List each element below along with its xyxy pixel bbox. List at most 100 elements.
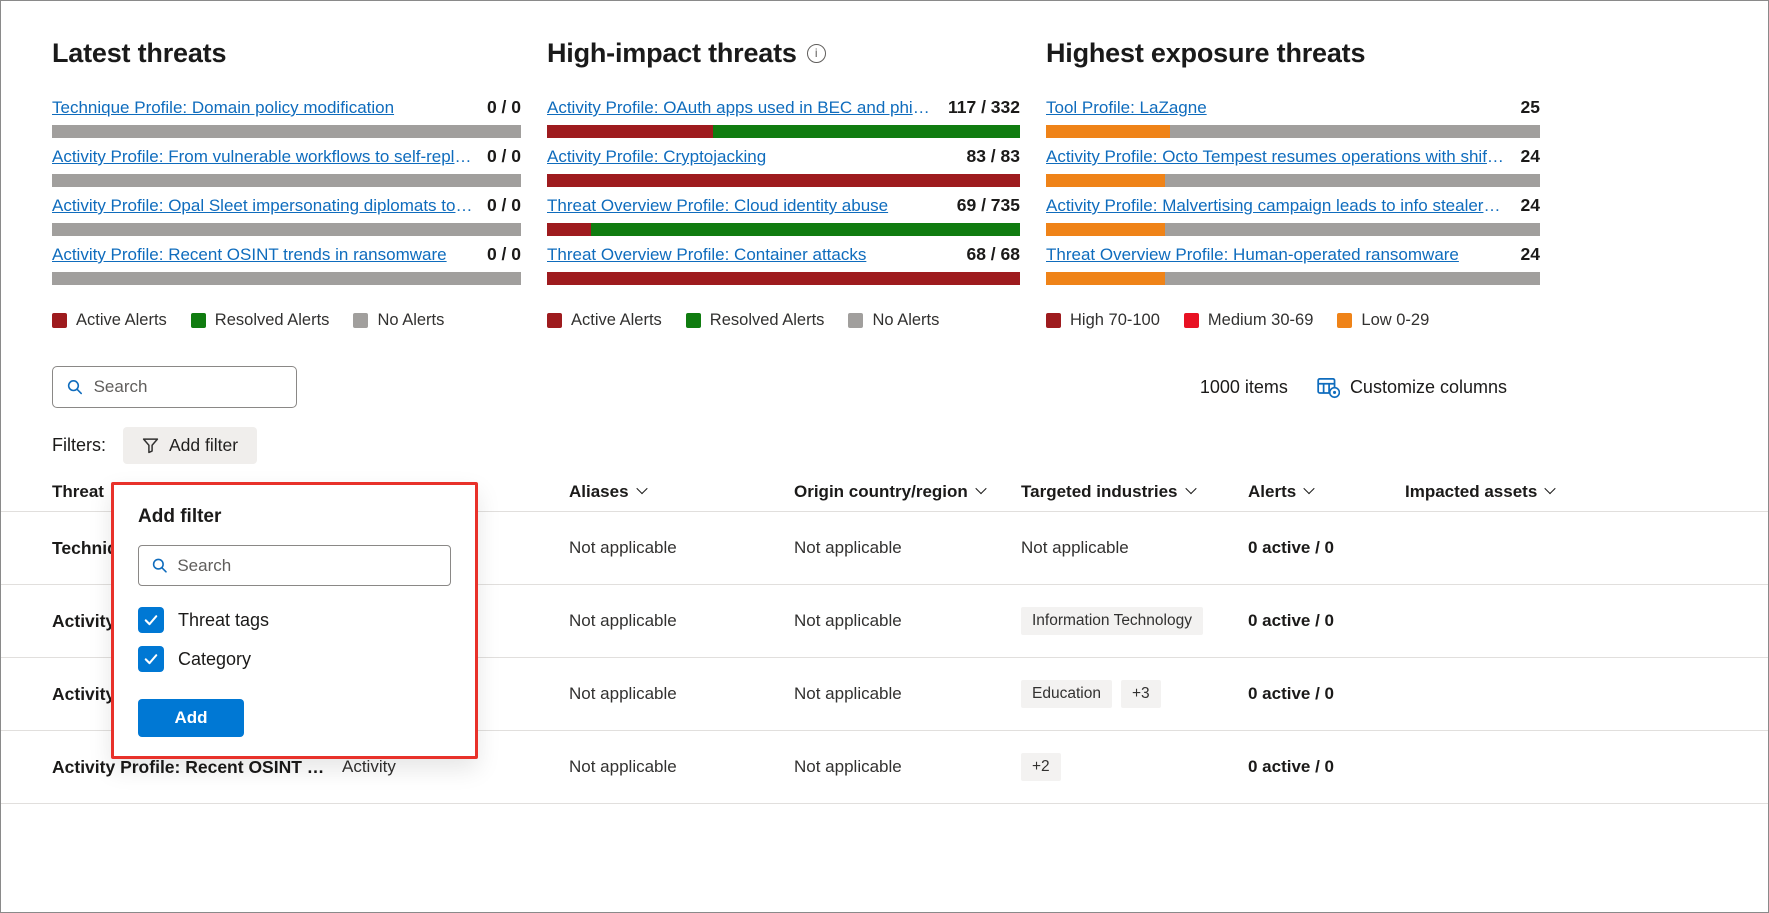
popup-search-input[interactable] [177, 555, 450, 576]
industry-overflow-chip[interactable]: +3 [1120, 680, 1161, 708]
legend-label: Low 0-29 [1361, 311, 1430, 329]
threat-link[interactable]: Threat Overview Profile: Human-operated … [1046, 245, 1459, 264]
column-header-origin[interactable]: Origin country/region [794, 482, 1021, 502]
customize-columns-button[interactable]: Customize columns [1316, 375, 1507, 399]
column-header-alerts[interactable]: Alerts [1248, 482, 1405, 502]
card-legend: High 70-100 Medium 30-69 Low 0-29 [1046, 311, 1540, 330]
column-header-label: Alerts [1248, 481, 1297, 501]
alert-count: 0 / 0 [486, 244, 521, 264]
industry-overflow-chip[interactable]: +2 [1021, 753, 1061, 781]
exposure-bar [1046, 272, 1540, 285]
popup-title: Add filter [138, 506, 222, 527]
table-row[interactable]: Technique Profile: Domain policy modific… [1, 512, 1768, 585]
industry-chip: Information Technology [1021, 607, 1203, 635]
bar-segment [1164, 174, 1540, 187]
filter-option-category[interactable]: Category [138, 646, 451, 672]
cell-alerts: 0 active / 0 [1248, 757, 1335, 776]
threat-link[interactable]: Technique Profile: Domain policy modific… [52, 98, 395, 117]
threat-link[interactable]: Activity Profile: Octo Tempest resumes o… [1046, 147, 1507, 166]
legend-item: Resolved Alerts [190, 311, 330, 330]
table-row[interactable]: Activity Profile: Recent OSINT t... Acti… [1, 731, 1768, 804]
alerts-bar [52, 174, 521, 187]
threat-list-item: Activity Profile: Recent OSINT trends in… [52, 244, 521, 285]
column-header-industries[interactable]: Targeted industries [1021, 482, 1248, 502]
bar-segment [547, 223, 592, 236]
threat-list-item: Activity Profile: OAuth apps used in BEC… [547, 97, 1020, 138]
threat-cards-section: Latest threats Technique Profile: Domain… [1, 1, 1768, 330]
bar-segment [52, 125, 521, 138]
column-header-aliases[interactable]: Aliases [569, 482, 794, 502]
table-row[interactable]: Activity Profile: From vulnerable workfl… [1, 585, 1768, 658]
chevron-down-icon [1184, 482, 1197, 494]
legend-label: Resolved Alerts [709, 311, 825, 329]
legend-label: No Alerts [377, 311, 445, 329]
column-header-threat[interactable]: Threat [52, 482, 342, 502]
legend-item: Active Alerts [547, 311, 662, 330]
add-filter-button[interactable]: Add filter [123, 427, 258, 464]
legend-label: Medium 30-69 [1207, 311, 1314, 329]
card-title: High-impact threats [547, 38, 797, 68]
threats-table: Threat Aliases Origin country/region Tar… [1, 472, 1768, 804]
alerts-bar [52, 223, 521, 236]
cell-alerts: 0 active / 0 [1248, 538, 1335, 557]
legend-swatch [547, 313, 562, 328]
column-header-impacted-assets[interactable]: Impacted assets [1405, 481, 1556, 502]
bar-segment [1046, 125, 1170, 138]
threat-link[interactable]: Activity Profile: Recent OSINT trends in… [52, 245, 447, 264]
alert-count: 0 / 0 [486, 97, 521, 117]
bar-segment [547, 272, 1020, 285]
threat-link[interactable]: Tool Profile: LaZagne [1046, 98, 1207, 117]
alert-count: 83 / 83 [966, 146, 1020, 166]
threat-list-item: Activity Profile: Octo Tempest resumes o… [1046, 146, 1540, 187]
threat-link[interactable]: Threat Overview Profile: Container attac… [547, 245, 867, 264]
alerts-bar [52, 272, 521, 285]
card-highest-exposure-threats: Highest exposure threats Tool Profile: L… [1046, 37, 1540, 330]
bar-segment [547, 125, 714, 138]
cell-alerts: 0 active / 0 [1248, 611, 1335, 630]
table-row[interactable]: Activity Profile: Opal Sleet impersonati… [1, 658, 1768, 731]
cell-targeted-industries: Education +3 [1021, 680, 1248, 708]
threat-list-item: Activity Profile: From vulnerable workfl… [52, 146, 521, 187]
bar-segment [547, 174, 1020, 187]
threat-list-item: Activity Profile: Opal Sleet impersonati… [52, 195, 521, 236]
cell-threat-name[interactable]: Activity Profile: Recent OSINT t... [52, 756, 328, 777]
bar-segment [52, 223, 521, 236]
cell-aliases: Not applicable [569, 538, 677, 557]
cell-category: Activity [342, 757, 396, 776]
cell-alerts: 0 active / 0 [1248, 684, 1335, 703]
cell-origin: Not applicable [794, 611, 902, 630]
legend-label: Active Alerts [76, 311, 167, 329]
threat-link[interactable]: Activity Profile: Opal Sleet impersonati… [52, 196, 473, 215]
customize-columns-icon [1317, 377, 1340, 399]
legend-label: Active Alerts [571, 311, 662, 329]
legend-item: Resolved Alerts [685, 311, 825, 330]
legend-swatch [190, 313, 206, 328]
bar-segment [1164, 272, 1540, 285]
items-count: 1000 items [1199, 376, 1288, 397]
threat-list-item: Threat Overview Profile: Container attac… [547, 244, 1020, 285]
legend-item: No Alerts [848, 311, 939, 330]
alert-count: 69 / 735 [956, 195, 1020, 215]
threat-link[interactable]: Activity Profile: Cryptojacking [547, 147, 767, 166]
alert-count: 68 / 68 [966, 244, 1020, 264]
alerts-bar [547, 125, 1020, 138]
checkbox-checked-icon[interactable] [138, 607, 164, 633]
threat-link[interactable]: Activity Profile: OAuth apps used in BEC… [547, 98, 934, 117]
search-input[interactable] [93, 377, 296, 397]
filter-option-threat-tags[interactable]: Threat tags [138, 607, 451, 633]
column-header-label: Impacted assets [1405, 481, 1538, 501]
column-header-label: Threat [52, 481, 104, 501]
info-icon[interactable]: i [806, 43, 826, 63]
threat-link[interactable]: Activity Profile: Malvertising campaign … [1046, 196, 1507, 215]
threat-link[interactable]: Activity Profile: From vulnerable workfl… [52, 147, 473, 166]
checkbox-checked-icon[interactable] [138, 646, 164, 672]
add-button[interactable]: Add [138, 699, 244, 737]
chevron-down-icon [1544, 482, 1556, 494]
cell-targeted-industries: +2 [1021, 753, 1248, 781]
legend-label: No Alerts [872, 311, 940, 329]
threat-link[interactable]: Threat Overview Profile: Cloud identity … [547, 196, 889, 215]
exposure-score: 24 [1520, 195, 1540, 215]
legend-label: Resolved Alerts [214, 311, 330, 329]
filters-row: Filters: Add filter [1, 427, 1768, 464]
card-legend: Active Alerts Resolved Alerts No Alerts [52, 311, 521, 330]
